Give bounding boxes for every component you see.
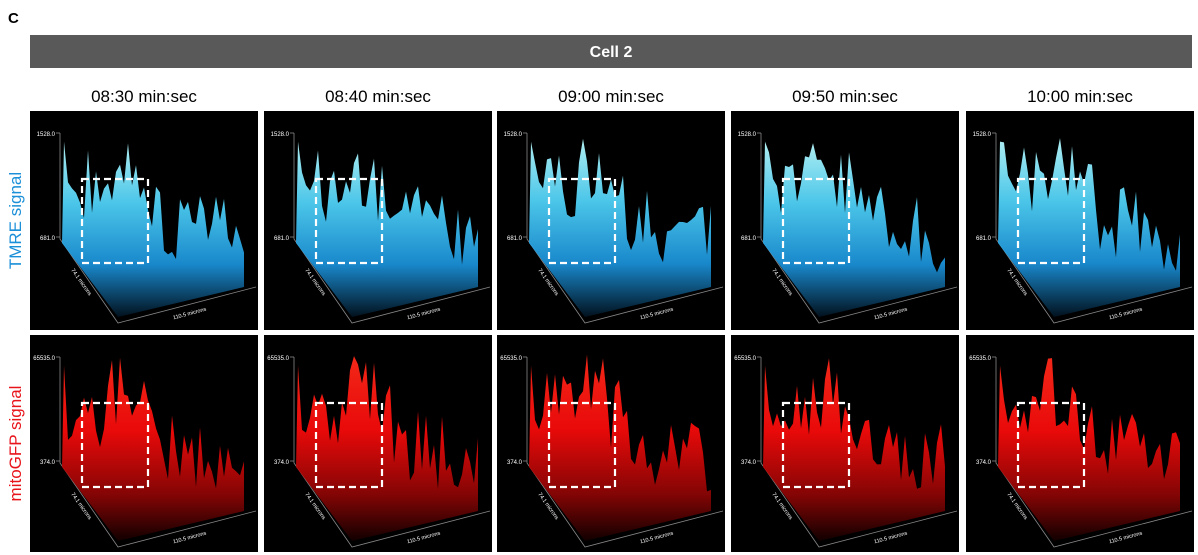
axis-label: 65535.0: [969, 356, 991, 362]
row-label: mitoGFP signal: [6, 386, 25, 502]
header-title: Cell 2: [590, 44, 633, 61]
axis-label: 374.0: [274, 460, 290, 466]
axis-label: 681.0: [40, 236, 56, 242]
axis-label: 681.0: [976, 236, 992, 242]
axis-label: 65535.0: [734, 356, 756, 362]
column-label: 09:00 min:sec: [558, 87, 664, 106]
column-label: 10:00 min:sec: [1027, 87, 1133, 106]
axis-label: 1528.0: [738, 132, 757, 138]
column-label: 09:50 min:sec: [792, 87, 898, 106]
panel-label: C: [8, 10, 19, 27]
axis-label: 374.0: [976, 460, 992, 466]
row-label: TMRE signal: [6, 172, 25, 269]
axis-label: 374.0: [40, 460, 56, 466]
axis-label: 65535.0: [267, 356, 289, 362]
column-label: 08:30 min:sec: [91, 87, 197, 106]
axis-label: 1528.0: [973, 132, 992, 138]
axis-label: 1528.0: [504, 132, 523, 138]
axis-label: 374.0: [507, 460, 523, 466]
axis-label: 1528.0: [271, 132, 290, 138]
column-label: 08:40 min:sec: [325, 87, 431, 106]
axis-label: 65535.0: [500, 356, 522, 362]
figure: C Cell 2 08:30 min:sec 08:40 min:sec 09:00…: [0, 0, 1198, 555]
axis-label: 681.0: [741, 236, 757, 242]
axis-label: 374.0: [741, 460, 757, 466]
axis-label: 681.0: [274, 236, 290, 242]
axis-label: 681.0: [507, 236, 523, 242]
axis-label: 1528.0: [37, 132, 56, 138]
axis-label: 65535.0: [33, 356, 55, 362]
